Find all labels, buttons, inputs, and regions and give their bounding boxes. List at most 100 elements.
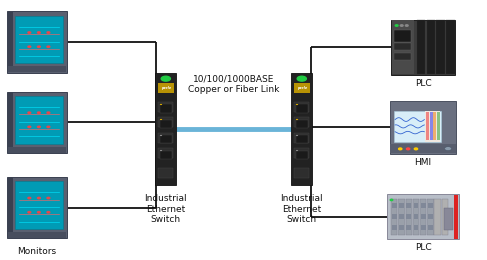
Circle shape bbox=[161, 76, 170, 81]
Bar bbox=[160, 151, 172, 159]
Bar bbox=[160, 120, 172, 128]
Bar bbox=[158, 117, 173, 127]
Bar bbox=[413, 214, 418, 219]
Bar bbox=[391, 145, 456, 153]
FancyBboxPatch shape bbox=[155, 73, 176, 185]
Bar bbox=[421, 203, 426, 208]
Text: Industrial
Ethernet
Switch: Industrial Ethernet Switch bbox=[145, 194, 187, 224]
Bar bbox=[296, 151, 308, 159]
Bar bbox=[294, 83, 310, 93]
Bar bbox=[295, 148, 309, 158]
Bar bbox=[394, 53, 411, 60]
Bar bbox=[417, 20, 425, 74]
Text: perle: perle bbox=[297, 86, 307, 90]
Bar bbox=[15, 181, 63, 229]
Bar bbox=[8, 177, 13, 238]
Bar bbox=[446, 20, 455, 74]
Circle shape bbox=[37, 126, 40, 128]
Circle shape bbox=[400, 25, 403, 26]
Bar bbox=[392, 203, 397, 208]
Bar bbox=[295, 117, 309, 127]
Bar bbox=[158, 133, 173, 143]
Bar bbox=[399, 225, 404, 230]
Bar bbox=[8, 232, 66, 238]
Circle shape bbox=[47, 211, 50, 213]
Bar bbox=[160, 135, 172, 143]
Bar bbox=[428, 225, 433, 230]
Bar bbox=[393, 111, 441, 142]
Text: HMI: HMI bbox=[414, 158, 432, 167]
Circle shape bbox=[37, 112, 40, 113]
Bar bbox=[406, 203, 411, 208]
Bar bbox=[412, 199, 419, 235]
Bar bbox=[425, 111, 440, 142]
Circle shape bbox=[390, 199, 393, 201]
Text: PLC: PLC bbox=[415, 243, 431, 252]
Bar bbox=[158, 83, 174, 93]
Bar bbox=[428, 214, 433, 219]
Bar bbox=[392, 214, 397, 219]
Text: Industrial
Ethernet
Switch: Industrial Ethernet Switch bbox=[281, 194, 323, 224]
Bar bbox=[15, 16, 63, 63]
Bar bbox=[295, 133, 309, 143]
Bar bbox=[158, 102, 173, 112]
Bar bbox=[454, 195, 458, 239]
Circle shape bbox=[47, 112, 50, 113]
Bar bbox=[392, 20, 414, 74]
Circle shape bbox=[37, 32, 40, 33]
Bar bbox=[296, 105, 308, 113]
Circle shape bbox=[37, 46, 40, 48]
Bar bbox=[421, 214, 426, 219]
FancyBboxPatch shape bbox=[391, 20, 455, 75]
Circle shape bbox=[37, 197, 40, 199]
Bar bbox=[427, 20, 435, 74]
Circle shape bbox=[28, 32, 31, 33]
Bar bbox=[394, 30, 411, 42]
Circle shape bbox=[28, 211, 31, 213]
FancyBboxPatch shape bbox=[390, 101, 456, 154]
Bar bbox=[406, 225, 411, 230]
Circle shape bbox=[297, 76, 306, 81]
Bar bbox=[158, 168, 173, 178]
Circle shape bbox=[47, 197, 50, 199]
Circle shape bbox=[47, 126, 50, 128]
Circle shape bbox=[398, 148, 402, 150]
Bar bbox=[398, 199, 405, 235]
Bar bbox=[399, 214, 404, 219]
FancyBboxPatch shape bbox=[7, 177, 67, 238]
FancyBboxPatch shape bbox=[7, 92, 67, 153]
Circle shape bbox=[28, 126, 31, 128]
Bar bbox=[158, 148, 173, 158]
Text: perle: perle bbox=[161, 86, 171, 90]
FancyBboxPatch shape bbox=[388, 194, 459, 239]
Bar bbox=[433, 112, 436, 140]
Circle shape bbox=[47, 32, 50, 33]
Text: PLC: PLC bbox=[415, 79, 431, 88]
Bar bbox=[8, 66, 66, 73]
Circle shape bbox=[414, 148, 418, 150]
Bar bbox=[295, 102, 309, 112]
Bar bbox=[430, 112, 433, 140]
Bar bbox=[426, 112, 429, 140]
Bar bbox=[15, 96, 63, 144]
Bar bbox=[444, 208, 453, 230]
Bar bbox=[394, 43, 411, 50]
Bar bbox=[413, 203, 418, 208]
Circle shape bbox=[395, 25, 398, 26]
Text: 10/100/1000BASE
Copper or Fiber Link: 10/100/1000BASE Copper or Fiber Link bbox=[188, 74, 280, 94]
Bar bbox=[434, 199, 441, 235]
Bar bbox=[406, 214, 411, 219]
Circle shape bbox=[28, 46, 31, 48]
Bar bbox=[392, 225, 397, 230]
Bar bbox=[295, 168, 309, 178]
Bar bbox=[420, 199, 426, 235]
Circle shape bbox=[405, 25, 408, 26]
Bar bbox=[296, 135, 308, 143]
Bar bbox=[8, 92, 13, 153]
Circle shape bbox=[28, 197, 31, 199]
Bar bbox=[427, 199, 433, 235]
Bar bbox=[8, 147, 66, 153]
Bar bbox=[437, 112, 440, 140]
Bar bbox=[442, 199, 448, 235]
Circle shape bbox=[407, 148, 410, 150]
